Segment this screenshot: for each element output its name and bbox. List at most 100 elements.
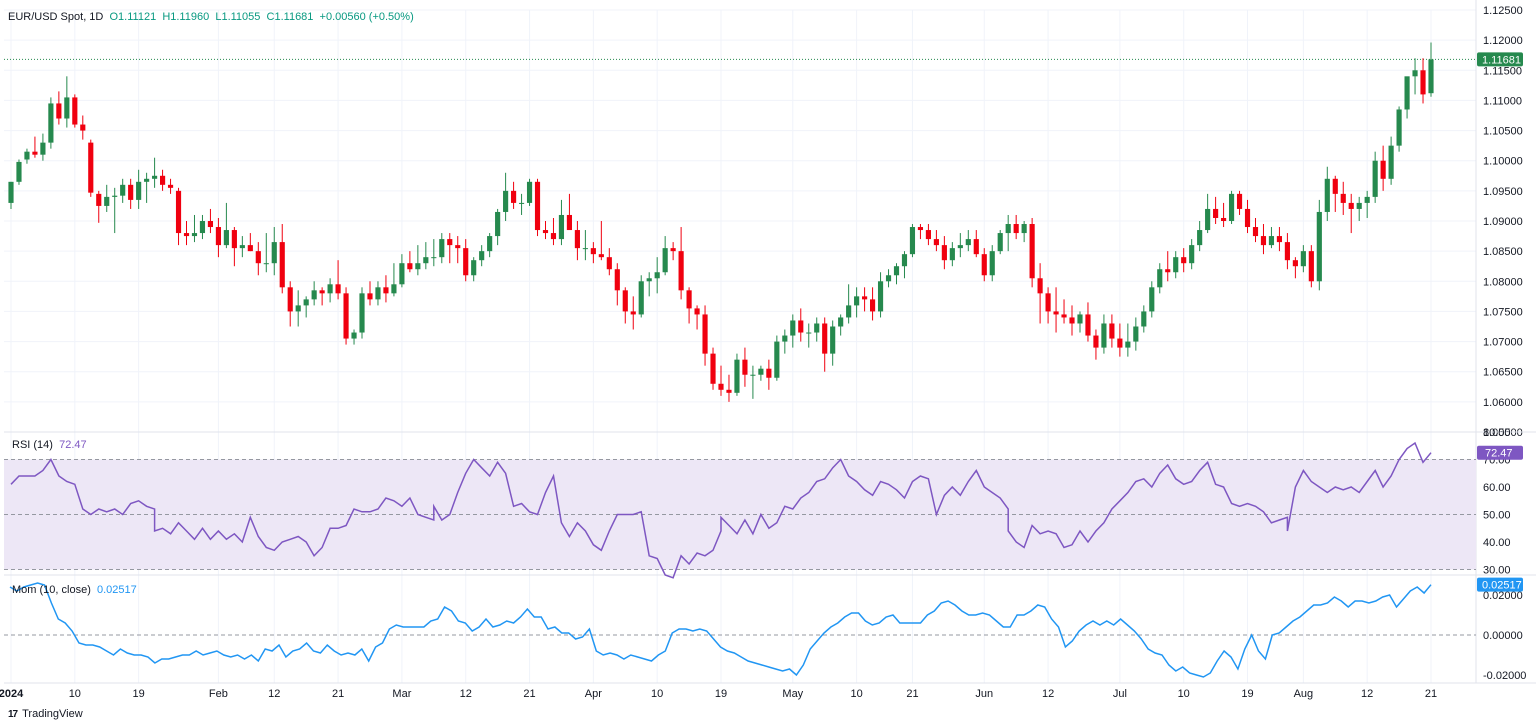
- candle-up: [1324, 178, 1330, 212]
- candle-down: [606, 257, 612, 270]
- candle-down: [614, 269, 620, 291]
- candle-down: [694, 308, 700, 315]
- mom-label: Mom (10, close): [12, 584, 91, 596]
- x-axis-tick-label: 21: [906, 688, 918, 700]
- candle-down: [1348, 202, 1354, 209]
- candle-down: [88, 142, 94, 193]
- candle-down: [367, 293, 373, 300]
- x-axis-tick-label: 21: [332, 688, 344, 700]
- candle-up: [1101, 323, 1107, 348]
- candle-down: [1109, 323, 1115, 339]
- tradingview-brand[interactable]: 17 TradingView: [8, 708, 83, 720]
- candle-down: [319, 290, 325, 294]
- candle-down: [1181, 257, 1187, 264]
- candle-up: [64, 97, 70, 119]
- candle-down: [1013, 224, 1019, 234]
- candle-up: [399, 263, 405, 285]
- price-axis-tick-label: 1.05500: [1483, 427, 1523, 439]
- tradingview-logo-icon: 17: [8, 708, 18, 720]
- candle-down: [678, 251, 684, 291]
- x-axis-tick-label: 2024: [0, 688, 24, 700]
- candle-up: [1149, 287, 1155, 312]
- mom-axis-tick-label: 0.02000: [1483, 590, 1523, 602]
- price-axis-tick-label: 1.07500: [1483, 306, 1523, 318]
- candle-up: [152, 175, 158, 179]
- candle-up: [734, 359, 740, 393]
- candle-up: [1412, 70, 1418, 77]
- rsi-value: 72.47: [59, 439, 87, 451]
- rsi-value-badge: [1477, 445, 1523, 460]
- candle-down: [534, 181, 541, 231]
- candle-down: [622, 290, 628, 312]
- candle-down: [1276, 236, 1283, 243]
- price-axis-tick-label: 1.08000: [1483, 276, 1523, 288]
- candle-down: [862, 296, 868, 300]
- candle-up: [1396, 109, 1402, 146]
- candle-down: [550, 233, 557, 240]
- candle-up: [909, 227, 916, 255]
- change-value: +0.00560 (+0.50%): [319, 11, 414, 23]
- candle-up: [750, 374, 756, 376]
- candle-up: [327, 284, 333, 294]
- candle-down: [1117, 338, 1123, 348]
- x-axis-tick-label: Jun: [975, 688, 993, 700]
- candle-down: [247, 245, 253, 252]
- x-axis-tick-label: Apr: [585, 688, 602, 700]
- candle-down: [566, 214, 573, 231]
- candle-down: [1045, 293, 1051, 312]
- candle-up: [885, 275, 892, 282]
- candle-up: [311, 290, 317, 300]
- candle-down: [1260, 236, 1267, 246]
- price-axis-tick-label: 1.11500: [1483, 65, 1522, 77]
- candle-up: [431, 257, 437, 259]
- momentum-line: [9, 582, 1432, 678]
- candle-down: [917, 227, 924, 231]
- candle-down: [1029, 224, 1035, 279]
- low-value: L1.11055: [215, 11, 261, 23]
- candle-down: [175, 190, 182, 234]
- rsi-axis-tick-label: 30.00: [1483, 565, 1511, 577]
- x-axis-tick-label: 21: [523, 688, 535, 700]
- candle-up: [223, 230, 229, 246]
- price-axis-tick-label: 1.09500: [1483, 186, 1523, 198]
- price-axis-tick-label: 1.10000: [1483, 156, 1523, 168]
- price-axis-tick-label: 1.06500: [1483, 367, 1523, 379]
- candle-up: [1173, 257, 1179, 273]
- candle-down: [447, 239, 453, 246]
- candle-up: [654, 272, 660, 279]
- candle-down: [383, 287, 389, 294]
- candle-down: [973, 239, 979, 255]
- candle-up: [1268, 236, 1275, 246]
- chart-legend: EUR/USD Spot, 1D O1.11121 H1.11960 L1.11…: [8, 11, 414, 23]
- candle-up: [503, 190, 509, 212]
- candle-up: [271, 242, 277, 264]
- candle-down: [1037, 278, 1043, 294]
- candle-up: [295, 305, 301, 312]
- candle-up: [8, 181, 14, 203]
- rsi-axis-tick-label: 60.00: [1483, 482, 1511, 494]
- candle-down: [925, 230, 931, 240]
- candle-down: [287, 287, 293, 312]
- candle-up: [487, 236, 493, 252]
- mom-axis-tick-label: -0.02000: [1483, 670, 1526, 682]
- x-axis-tick-label: 10: [651, 688, 663, 700]
- candle-up: [1157, 269, 1163, 288]
- price-axis-tick-label: 1.06000: [1483, 397, 1523, 409]
- open-value: O1.11121: [109, 11, 157, 23]
- candle-up: [949, 248, 955, 261]
- candle-up: [582, 248, 588, 250]
- candle-down: [726, 389, 732, 393]
- candle-up: [1133, 326, 1139, 342]
- candle-down: [279, 242, 285, 288]
- candle-up: [997, 233, 1003, 252]
- candle-up: [351, 332, 357, 339]
- candle-up: [471, 260, 477, 276]
- candle-up: [1404, 76, 1410, 110]
- x-axis-tick-label: 10: [1178, 688, 1190, 700]
- candle-up: [1228, 193, 1235, 221]
- x-axis-tick-label: 19: [1241, 688, 1253, 700]
- candle-up: [1189, 245, 1195, 264]
- candle-down: [941, 245, 947, 261]
- mom-legend: Mom (10, close) 0.02517: [12, 584, 137, 596]
- price-axis-tick-label: 1.10500: [1483, 126, 1523, 138]
